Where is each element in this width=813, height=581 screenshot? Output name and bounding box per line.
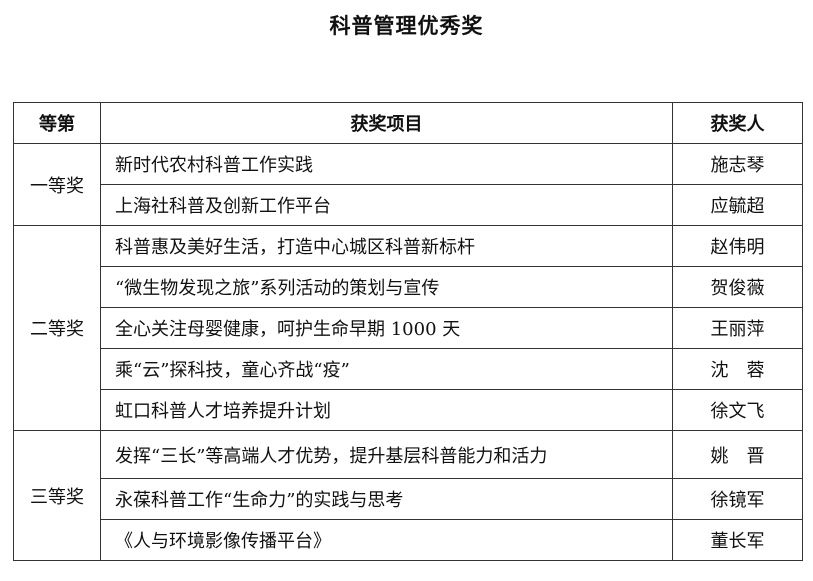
project-name: 全心关注母婴健康，呵护生命早期 1000 天 — [100, 307, 673, 349]
project-name: 虹口科普人才培养提升计划 — [100, 389, 673, 431]
winner-name: 姚 晋 — [672, 430, 803, 479]
project-name: 科普惠及美好生活，打造中心城区科普新标杆 — [100, 225, 673, 267]
header-level: 等第 — [13, 102, 101, 144]
project-name: 新时代农村科普工作实践 — [100, 143, 673, 185]
table-row: 上海社科普及创新工作平台 应毓超 — [14, 184, 803, 226]
header-project: 获奖项目 — [100, 102, 673, 144]
winner-name: 董长军 — [672, 519, 803, 561]
table-row: 永葆科普工作“生命力”的实践与思考 徐镜军 — [14, 478, 803, 520]
table-row: 一等奖 新时代农村科普工作实践 施志琴 — [13, 143, 803, 226]
winner-name: 徐镜军 — [672, 478, 803, 520]
project-name: 上海社科普及创新工作平台 — [100, 184, 673, 226]
page-title: 科普管理优秀奖 — [329, 13, 484, 38]
table-row: 乘“云”探科技，童心齐战“疫” 沈 蓉 — [14, 348, 803, 390]
project-name: “微生物发现之旅”系列活动的策划与宣传 — [100, 266, 673, 308]
awards-table: 等第 获奖项目 获奖人 一等奖 新时代农村科普工作实践 施志琴 上海社科普及创新工作平… — [13, 102, 803, 561]
project-name: 《人与环境影像传播平台》 — [100, 519, 673, 561]
project-name: 乘“云”探科技，童心齐战“疫” — [100, 348, 673, 390]
winner-name: 沈 蓉 — [672, 348, 803, 390]
table-row: 《人与环境影像传播平台》 董长军 — [14, 519, 803, 561]
winner-name: 赵伟明 — [672, 225, 803, 267]
table-row: 三等奖 发挥“三长”等高端人才优势，提升基层科普能力和活力姚 晋 — [13, 430, 803, 561]
project-name: 发挥“三长”等高端人才优势，提升基层科普能力和活力 — [100, 430, 673, 479]
table-row: 全心关注母婴健康，呵护生命早期 1000 天王丽萍 — [14, 307, 803, 349]
table-row: 虹口科普人才培养提升计划 徐文飞 — [14, 389, 803, 431]
project-name: 永葆科普工作“生命力”的实践与思考 — [100, 478, 673, 520]
winner-name: 贺俊薇 — [672, 266, 803, 308]
header-winner: 获奖人 — [672, 102, 803, 144]
winner-name: 施志琴 — [672, 143, 803, 185]
winner-name: 徐文飞 — [672, 389, 803, 431]
winner-name: 应毓超 — [672, 184, 803, 226]
award-level: 一等奖 — [13, 143, 101, 226]
award-level: 二等奖 — [13, 225, 101, 431]
table-row: 二等奖 科普惠及美好生活，打造中心城区科普新标杆 赵伟明 — [13, 225, 803, 431]
winner-name: 王丽萍 — [672, 307, 803, 349]
table-row: “微生物发现之旅”系列活动的策划与宣传 贺俊薇 — [14, 266, 803, 308]
award-level: 三等奖 — [13, 430, 101, 561]
table-header-row: 等第 获奖项目 获奖人 — [13, 102, 803, 144]
